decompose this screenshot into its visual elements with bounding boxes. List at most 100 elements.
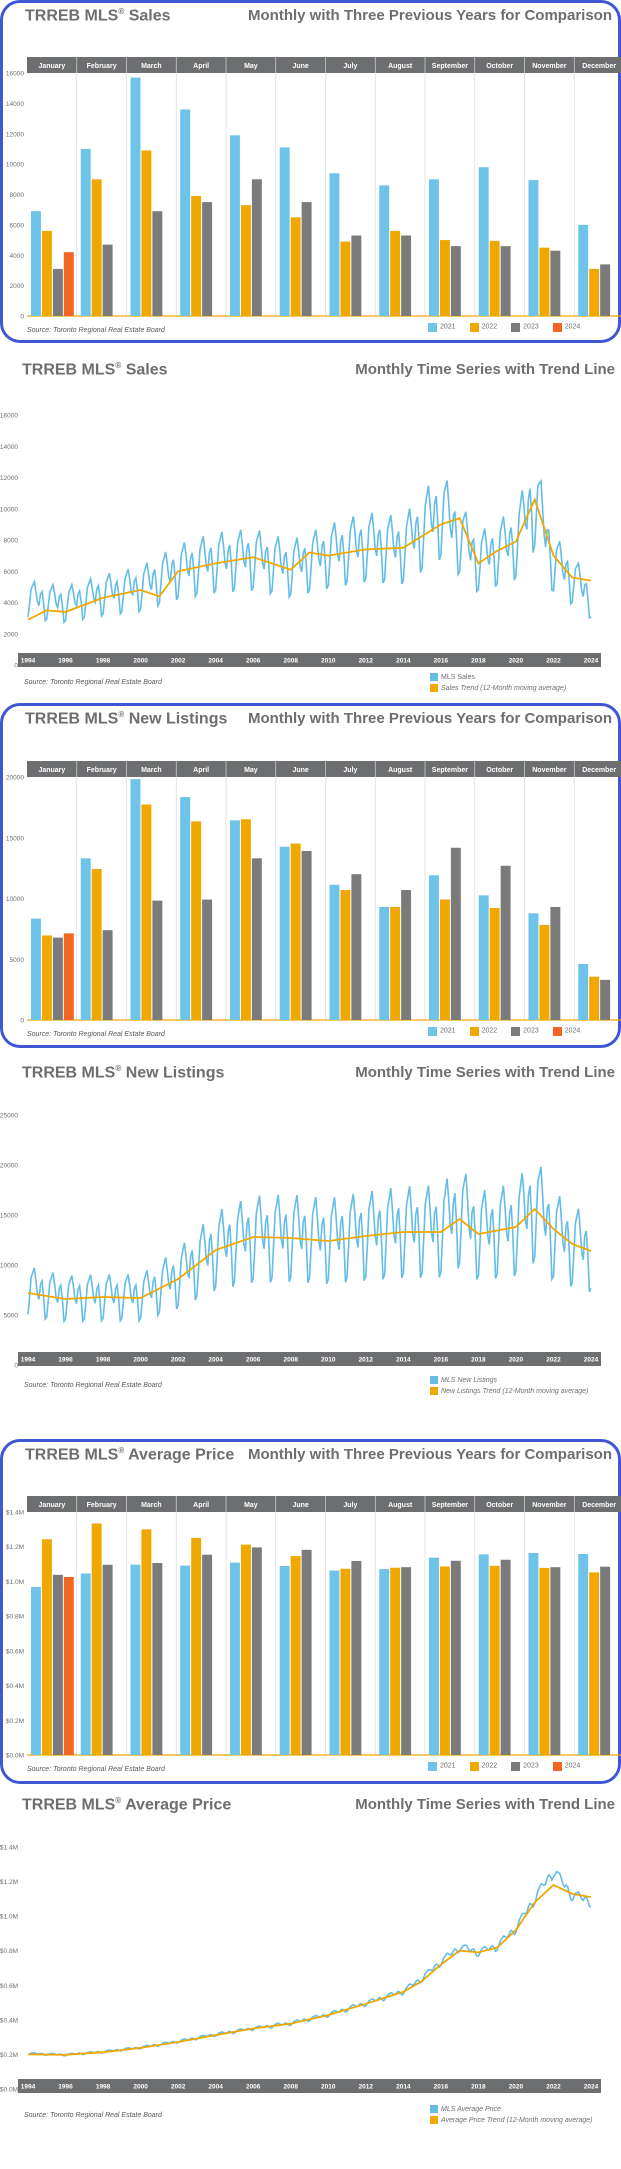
bar-2021 <box>578 224 589 316</box>
price-timeseries-panel: TRREB MLS® Average Price Monthly Time Se… <box>0 1792 621 2132</box>
y-tick-label: 4000 <box>4 600 19 607</box>
bar-2021 <box>379 185 390 316</box>
bar-2022 <box>340 241 351 316</box>
panel-subtitle: Monthly with Three Previous Years for Co… <box>248 1446 612 1463</box>
year-tick-label: 2016 <box>434 1357 449 1364</box>
year-tick-label: 2000 <box>133 1357 148 1364</box>
year-tick-label: 2022 <box>546 658 561 665</box>
month-label: January <box>38 767 65 774</box>
y-tick-label: $1.2M <box>6 1544 24 1551</box>
month-label: March <box>141 767 162 774</box>
year-tick-label: 2014 <box>396 1357 411 1364</box>
y-tick-label: 2000 <box>10 283 25 290</box>
y-tick-label: $0.2M <box>0 2052 18 2059</box>
bar-2021 <box>130 77 141 317</box>
year-tick-label: 2012 <box>359 1357 374 1364</box>
listings-timeseries-chart: 0 5000 10000 15000 20000 25000 1994 1996 1998 200… <box>0 1113 601 1370</box>
price-timeseries-chart: $0.0M $0.2M $0.4M $0.6M $0.8M $1.0M $1.2M $1.4M… <box>0 1845 601 2094</box>
legend-item-2021: 2021 <box>428 323 456 332</box>
y-tick-label: $0.8M <box>6 1614 24 1621</box>
bar-2023 <box>202 202 213 316</box>
bar-2021 <box>329 173 340 316</box>
legend-item-2024: 2024 <box>552 323 580 332</box>
bar-2022 <box>340 1568 351 1755</box>
y-tick-label: 0 <box>20 314 24 321</box>
year-tick-label: 2020 <box>509 2084 524 2091</box>
month-label: September <box>432 767 468 774</box>
legend-item-2022: 2022 <box>469 1762 498 1771</box>
bar-2021 <box>279 1565 290 1755</box>
bar-2021 <box>130 1564 141 1755</box>
legend-label: 2021 <box>440 324 456 331</box>
trend-line <box>27 1883 592 2056</box>
panel-subtitle: Monthly Time Series with Trend Line <box>355 1796 615 1813</box>
year-tick-label: 2022 <box>546 2084 561 2091</box>
year-tick-label: 2008 <box>283 2084 298 2091</box>
bar-2023 <box>102 1564 113 1755</box>
year-tick-label: 2012 <box>359 658 374 665</box>
legend-label: 2022 <box>481 1763 498 1770</box>
legend-swatch <box>511 323 521 332</box>
bar-2023 <box>450 246 461 316</box>
bar-2023 <box>600 264 611 316</box>
month-label: May <box>244 63 258 70</box>
month-label: November <box>532 1502 567 1509</box>
bar-2022 <box>240 205 251 316</box>
sales-comparison-panel: TRREB MLS® Sales Monthly with Three Prev… <box>0 0 621 343</box>
legend-item-2022: 2022 <box>469 1027 497 1036</box>
bar-2023 <box>301 202 312 316</box>
y-tick-label: 14000 <box>0 444 18 451</box>
bar-2022 <box>141 804 152 1020</box>
bar-2022 <box>290 217 301 316</box>
year-tick-label: 1996 <box>58 2084 73 2091</box>
y-tick-label: $0.0M <box>6 1753 24 1760</box>
y-tick-label: 6000 <box>4 569 19 576</box>
panel-title: TRREB MLS® New Listings <box>25 710 228 728</box>
bar-2023 <box>251 179 262 316</box>
bar-2021 <box>379 906 390 1020</box>
bar-2021 <box>30 918 41 1020</box>
month-label: August <box>388 767 413 774</box>
bar-2023 <box>550 250 561 316</box>
legend-item-2021: 2021 <box>428 1762 456 1771</box>
month-label: August <box>388 1502 413 1509</box>
month-label: December <box>582 63 616 70</box>
series-line-mls-sales <box>27 478 592 625</box>
month-header-band <box>27 761 621 777</box>
y-tick-label: 0 <box>14 663 18 670</box>
bar-2023 <box>500 1559 511 1755</box>
sales-timeseries-panel: TRREB MLS® Sales Monthly Time Series wit… <box>0 357 621 700</box>
bar-2022 <box>539 247 550 316</box>
price-comparison-chart: January February March April May June July Augu… <box>6 1496 621 1760</box>
year-tick-label: 2004 <box>208 658 223 665</box>
bar-2023 <box>550 906 561 1020</box>
bar-2022 <box>290 843 301 1020</box>
year-tick-label: 2010 <box>321 658 336 665</box>
year-tick-label: 1994 <box>21 2084 36 2091</box>
bar-2021 <box>180 797 191 1020</box>
bar-2021 <box>279 846 290 1020</box>
bar-2022 <box>439 1566 450 1755</box>
bar-2021 <box>478 1554 489 1755</box>
month-header-band <box>27 57 621 73</box>
y-tick-label: 6000 <box>10 222 25 229</box>
year-tick-label: 2010 <box>321 2084 336 2091</box>
month-label: December <box>582 767 616 774</box>
month-label: January <box>38 63 65 70</box>
bar-2022 <box>589 268 600 316</box>
legend-item-2023: 2023 <box>511 1027 539 1036</box>
bar-2022 <box>589 1572 600 1755</box>
bar-2022 <box>290 1556 301 1755</box>
year-tick-label: 2008 <box>283 1357 298 1364</box>
legend-swatch <box>552 323 562 332</box>
bar-2023 <box>251 1547 262 1755</box>
bar-2023 <box>401 1567 412 1755</box>
y-tick-label: 8000 <box>4 538 19 545</box>
bar-2023 <box>52 268 63 316</box>
year-tick-label: 2006 <box>246 658 261 665</box>
year-tick-label: 2006 <box>246 2084 261 2091</box>
y-tick-label: 20000 <box>0 1163 18 1170</box>
y-tick-label: 10000 <box>0 1263 18 1270</box>
series-line-mls-new-listings <box>27 1166 592 1324</box>
bar-2021 <box>578 1554 589 1755</box>
